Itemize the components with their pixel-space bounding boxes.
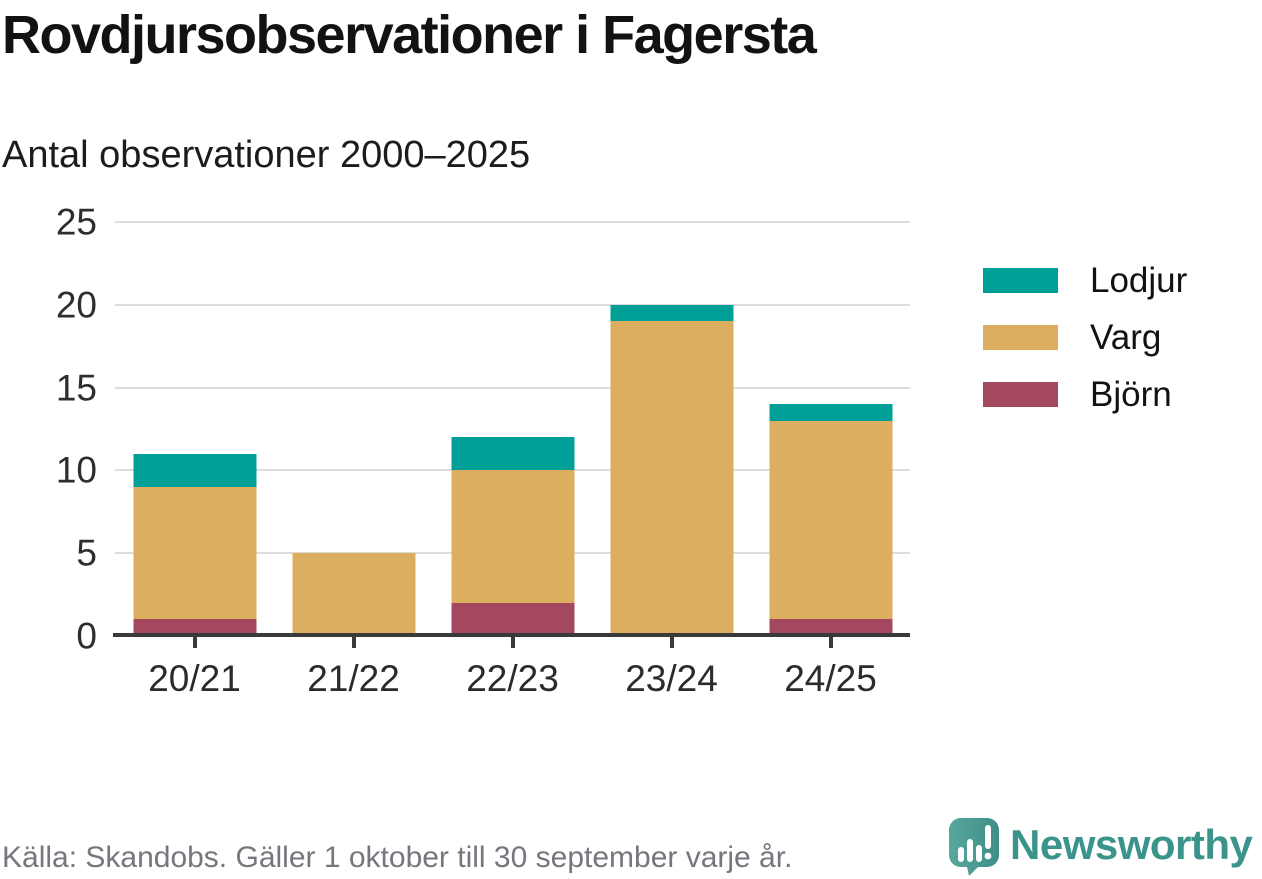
plot-area — [115, 221, 910, 636]
bar-column-21-22 — [292, 222, 415, 636]
bar-segment-varg — [451, 470, 574, 603]
x-tick-mark — [510, 637, 515, 648]
x-tick — [751, 637, 910, 649]
legend-swatch — [983, 382, 1058, 407]
legend-item-bjrn: Björn — [983, 366, 1187, 423]
bar-slot-22-23 — [433, 222, 592, 636]
legend-label: Varg — [1090, 317, 1162, 357]
x-tick-mark — [192, 637, 197, 648]
x-axis-labels: 20/21 21/22 22/23 23/24 24/25 — [115, 657, 910, 701]
bar-column-22-23 — [451, 222, 574, 636]
y-tick-label: 15 — [55, 367, 97, 409]
y-axis-labels: 0 5 10 15 20 25 — [0, 204, 97, 655]
y-tick-label: 20 — [55, 284, 97, 326]
bar-segment-lodjur — [133, 453, 256, 487]
bar-segment-bjrn — [769, 619, 892, 636]
legend: Lodjur Varg Björn — [983, 252, 1187, 423]
bar-segment-lodjur — [451, 437, 574, 471]
bar-segment-varg — [292, 553, 415, 636]
brand-name: Newsworthy — [1010, 820, 1253, 868]
x-tick — [115, 637, 274, 649]
bar-column-20-21 — [133, 222, 256, 636]
x-tick-mark — [828, 637, 833, 648]
y-tick-label: 25 — [55, 201, 97, 243]
bars-row — [115, 222, 910, 636]
bar-slot-21-22 — [274, 222, 433, 636]
legend-label: Björn — [1090, 374, 1172, 414]
x-tick — [592, 637, 751, 649]
legend-item-varg: Varg — [983, 309, 1187, 366]
y-tick-label: 0 — [76, 615, 97, 657]
bar-column-23-24 — [610, 222, 733, 636]
x-axis-line — [113, 633, 910, 637]
x-tick-mark — [351, 637, 356, 648]
x-tick-mark — [669, 637, 674, 648]
bar-segment-varg — [769, 420, 892, 620]
bar-slot-24-25 — [751, 222, 910, 636]
gridline — [115, 221, 910, 223]
chart-subtitle: Antal observationer 2000–2025 — [2, 134, 531, 176]
x-tick-label: 20/21 — [148, 658, 241, 699]
bar-column-24-25 — [769, 222, 892, 636]
bar-segment-lodjur — [769, 404, 892, 421]
legend-label: Lodjur — [1090, 260, 1188, 300]
bar-segment-bjrn — [451, 602, 574, 636]
chart-title: Rovdjursobservationer i Fagersta — [2, 5, 817, 65]
legend-swatch — [983, 268, 1058, 293]
x-tick-label: 21/22 — [307, 658, 400, 699]
legend-swatch — [983, 325, 1058, 350]
x-tick-label: 22/23 — [466, 658, 559, 699]
x-tick — [433, 637, 592, 649]
bar-segment-lodjur — [610, 304, 733, 322]
bar-segment-bjrn — [133, 619, 256, 636]
source-text: Källa: Skandobs. Gäller 1 oktober till 3… — [2, 841, 793, 874]
legend-item-lodjur: Lodjur — [983, 252, 1187, 309]
bar-segment-varg — [133, 486, 256, 620]
x-tick-label: 24/25 — [784, 658, 877, 699]
y-tick-label: 10 — [55, 449, 97, 491]
y-tick-label: 5 — [76, 532, 97, 574]
bar-segment-varg — [610, 321, 733, 636]
brand[interactable]: Newsworthy — [948, 817, 1253, 876]
gridline — [115, 303, 910, 306]
x-tick — [274, 637, 433, 649]
x-ticks-row — [115, 637, 910, 649]
gridline — [115, 386, 910, 389]
bar-slot-23-24 — [592, 222, 751, 636]
newsworthy-logo-icon — [949, 818, 999, 876]
x-tick-label: 23/24 — [625, 658, 718, 699]
bar-slot-20-21 — [115, 222, 274, 636]
